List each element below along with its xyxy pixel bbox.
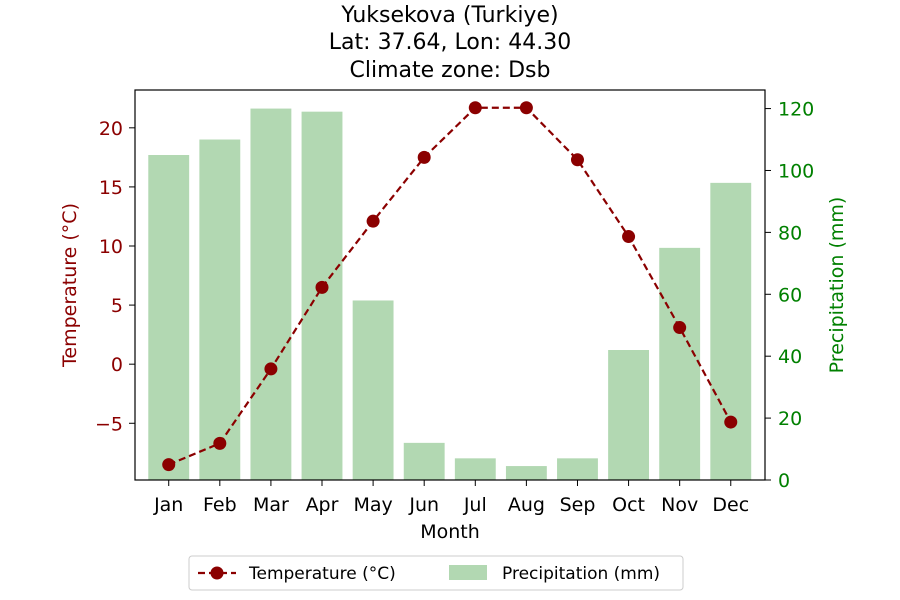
- legend-temperature-marker-swatch: [210, 566, 224, 580]
- precipitation-bar-oct: [608, 350, 650, 480]
- y-tick-label-precipitation: 40: [778, 346, 802, 368]
- x-tick-label: Jan: [153, 494, 183, 516]
- chart-title: Yuksekova (Turkiye) Lat: 37.64, Lon: 44.…: [329, 3, 571, 83]
- y-tick-label-temperature: 0: [111, 354, 123, 376]
- y-tick-label-precipitation: 80: [778, 222, 802, 244]
- y-tick-label-temperature: 10: [99, 236, 123, 258]
- legend-label-temperature: Temperature (°C): [248, 564, 396, 584]
- precipitation-bar-mar: [250, 108, 292, 481]
- chart-title-line-location: Yuksekova (Turkiye): [340, 3, 558, 28]
- x-tick-label: Aug: [508, 494, 545, 516]
- precipitation-bar-jun: [403, 442, 445, 480]
- temperature-point-oct: [622, 230, 636, 244]
- x-axis-label: Month: [420, 521, 480, 543]
- x-tick-label: Nov: [661, 494, 698, 516]
- chart-title-line-coordinates: Lat: 37.64, Lon: 44.30: [329, 30, 571, 55]
- x-tick-label: Jul: [463, 494, 487, 516]
- temperature-point-mar: [264, 362, 278, 376]
- x-tick-label: Dec: [712, 494, 749, 516]
- y-tick-label-temperature: 20: [99, 118, 123, 140]
- y-tick-label-precipitation: 0: [778, 470, 790, 492]
- precipitation-bar-jul: [454, 458, 496, 480]
- precipitation-bar-aug: [505, 466, 547, 480]
- x-tick-label: Jun: [408, 494, 439, 516]
- temperature-line: [168, 106, 732, 466]
- y-axis-precipitation: 0 20 40 60 80 100 120: [765, 99, 814, 492]
- temperature-point-nov: [673, 321, 687, 335]
- y-axis-temperature: −5 0 5 10 15 20: [95, 118, 135, 435]
- temperature-point-may: [366, 214, 380, 228]
- precipitation-bar-sep: [557, 458, 598, 480]
- x-tick-label: Mar: [253, 494, 289, 516]
- precipitation-bar-jan: [148, 155, 190, 480]
- y-tick-label-precipitation: 60: [778, 284, 802, 306]
- precipitation-bars: [148, 108, 752, 481]
- y-axis-label-precipitation: Precipitation (mm): [826, 197, 848, 374]
- y-tick-label-precipitation: 20: [778, 408, 802, 430]
- x-tick-label: Sep: [560, 494, 596, 516]
- y-tick-label-temperature: −5: [95, 413, 123, 435]
- legend-label-precipitation: Precipitation (mm): [502, 564, 660, 584]
- temperature-point-aug: [519, 101, 533, 115]
- y-axis-label-temperature: Temperature (°C): [59, 203, 81, 368]
- y-tick-label-precipitation: 100: [778, 160, 814, 182]
- temperature-point-dec: [724, 415, 738, 429]
- y-tick-label-precipitation: 120: [778, 99, 814, 121]
- plot-frame: [134, 89, 766, 481]
- temperature-point-jun: [417, 150, 431, 164]
- chart-title-line-climate-zone: Climate zone: Dsb: [350, 58, 551, 83]
- temperature-point-feb: [213, 436, 227, 450]
- temperature-point-jan: [162, 458, 176, 472]
- precipitation-bar-may: [352, 300, 394, 480]
- legend-frame: [188, 555, 684, 591]
- temperature-point-sep: [570, 153, 584, 167]
- precipitation-bar-dec: [710, 182, 752, 480]
- x-tick-label: Feb: [203, 494, 237, 516]
- temperature-point-jul: [468, 101, 482, 115]
- precipitation-bar-nov: [659, 247, 701, 480]
- temperature-series: [162, 101, 738, 472]
- legend-precipitation-swatch: [449, 565, 487, 580]
- x-tick-label: Oct: [612, 494, 645, 516]
- x-tick-label: Apr: [306, 494, 339, 516]
- x-tick-label: May: [353, 494, 392, 516]
- precipitation-bar-feb: [199, 139, 241, 480]
- chart-legend: Temperature (°C) Precipitation (mm): [188, 555, 684, 591]
- temperature-point-apr: [315, 280, 329, 294]
- y-tick-label-temperature: 5: [111, 295, 123, 317]
- precipitation-bar-apr: [301, 111, 343, 481]
- y-tick-label-temperature: 15: [99, 177, 123, 199]
- x-axis: Jan Feb Mar Apr May Jun Jul Aug Sep Oct Nov Dec: [153, 480, 749, 516]
